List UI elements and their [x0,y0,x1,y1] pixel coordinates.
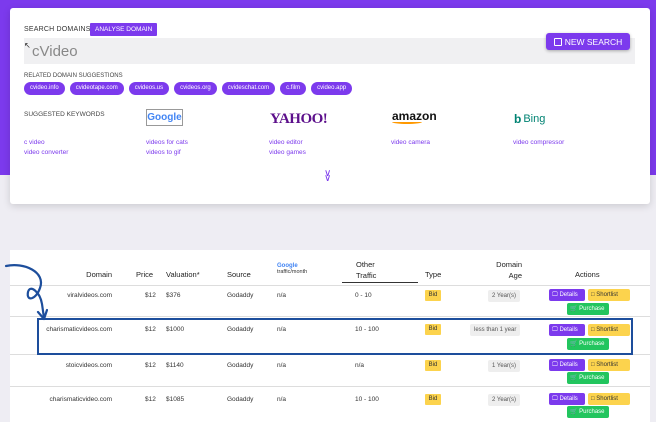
source-cell: Godaddy [227,362,254,369]
details-button[interactable]: 🖵 Details [549,289,585,301]
source-cell: Godaddy [227,292,254,299]
details-button[interactable]: 🖵 Details [549,359,585,371]
purchase-button[interactable]: 🛒 Purchase [567,338,609,350]
type-badge: Bid [425,324,441,335]
type-badge: Bid [425,290,441,301]
search-domains-label: SEARCH DOMAINS [24,26,91,33]
age-badge: less than 1 year [470,324,521,336]
header-source: Source [227,270,251,279]
related-suggestions-list: cvideo.info cvideotape.com cvideos.us cv… [24,82,353,95]
suggestion-pill[interactable]: c.film [280,82,307,95]
suggestion-pill[interactable]: cvideos.us [128,82,170,95]
purchase-button[interactable]: 🛒 Purchase [567,406,609,418]
header-actions: Actions [575,270,600,279]
header-valuation: Valuation* [166,270,200,279]
other-traffic-cell: 0 - 10 [355,292,372,299]
new-search-label: NEW SEARCH [564,36,623,47]
google-traffic-cell: n/a [277,326,287,333]
google-traffic-cell: n/a [277,396,287,403]
age-badge: 1 Year(s) [488,360,521,372]
details-button[interactable]: 🖵 Details [549,393,585,405]
amazon-logo: amazon [392,109,437,124]
header-price: Price [136,270,154,279]
keyword-link[interactable]: video camera [391,139,431,146]
google-keywords: c video video converter [24,138,68,158]
valuation-cell: $1000 [166,326,185,333]
header-type: Type [425,270,442,279]
mouse-cursor-icon: ↖ [24,41,31,50]
shortlist-button[interactable]: □ Shortlist [588,393,630,405]
valuation-cell: $376 [166,292,181,299]
valuation-cell: $1085 [166,396,185,403]
valuation-cell: $1140 [166,362,184,369]
domain-cell: stoicvideos.com [65,362,112,369]
type-badge: Bid [425,394,441,405]
tab-analyse-domain[interactable]: ANALYSE DOMAIN [90,23,158,36]
keyword-link[interactable]: video editor [269,139,303,146]
type-badge: Bid [425,360,441,371]
google-traffic-cell: n/a [277,292,287,299]
row-divider [10,285,650,286]
related-suggestions-label: RELATED DOMAIN SUGGESTIONS [24,73,123,79]
sort-underline [342,282,418,283]
keyword-link[interactable]: videos for cats [146,139,188,146]
suggestion-pill[interactable]: cvideo.app [311,82,353,95]
age-badge: 2 Year(s) [488,290,521,302]
domain-cell: viralvideos.com [67,292,112,299]
purchase-button[interactable]: 🛒 Purchase [567,303,609,315]
shortlist-button[interactable]: □ Shortlist [588,289,630,301]
header-other-traffic: Other Traffic [356,260,377,280]
header-google-traffic: Google traffic/month [277,263,308,275]
search-card: SEARCH DOMAINS ANALYSE DOMAIN ↖ NEW SEAR… [10,8,650,204]
keyword-link[interactable]: c video [24,139,45,146]
price-cell: $12 [145,396,156,403]
domain-cell: charismaticvideo.com [49,396,113,403]
price-cell: $12 [145,292,156,299]
source-cell: Godaddy [227,396,254,403]
suggestion-pill[interactable]: cvideos.org [174,82,217,95]
price-cell: $12 [145,362,156,369]
keyword-link[interactable]: video games [269,149,306,156]
edit-icon [553,37,562,46]
suggested-keywords-label: SUGGESTED KEYWORDS [24,111,105,118]
suggestion-pill[interactable]: cvideotape.com [69,82,124,95]
amazon-keywords: video camera [391,138,430,148]
google-logo: Google [146,109,183,126]
annotation-arrow-icon [4,264,48,321]
yahoo-logo: YAHOO! [270,110,328,127]
row-divider [10,316,650,317]
domain-cell: charismaticvideos.com [46,326,112,333]
other-traffic-cell: 10 - 100 [355,396,379,403]
google-keywords-2: videos for cats videos to gif [146,138,188,158]
age-badge: 2 Year(s) [488,394,521,406]
suggestion-pill[interactable]: cvideschat.com [221,82,276,95]
keyword-link[interactable]: video compressor [513,139,565,146]
shortlist-button[interactable]: □ Shortlist [588,324,630,336]
search-input[interactable] [24,38,635,64]
price-cell: $12 [145,326,156,333]
yahoo-keywords: video editor video games [269,138,306,158]
bing-logo: b Bing [514,112,546,126]
results-table [10,250,650,422]
source-cell: Godaddy [227,326,254,333]
other-traffic-cell: 10 - 100 [355,326,379,333]
new-search-button[interactable]: NEW SEARCH [546,33,630,50]
purchase-button[interactable]: 🛒 Purchase [567,372,609,384]
highlight-box [37,318,633,355]
shortlist-button[interactable]: □ Shortlist [588,359,630,371]
other-traffic-cell: n/a [355,362,365,369]
keyword-link[interactable]: video converter [24,149,69,156]
chevron-down-icon[interactable]: ∨ ∨ [324,168,332,184]
suggestion-pill[interactable]: cvideo.info [24,82,65,95]
details-button[interactable]: 🖵 Details [549,324,585,336]
header-domain: Domain [86,270,112,279]
bing-keywords: video compressor [513,138,564,148]
google-traffic-cell: n/a [277,362,287,369]
keyword-link[interactable]: videos to gif [146,149,181,156]
row-divider [10,386,650,387]
header-domain-age: Domain Age [496,260,522,280]
